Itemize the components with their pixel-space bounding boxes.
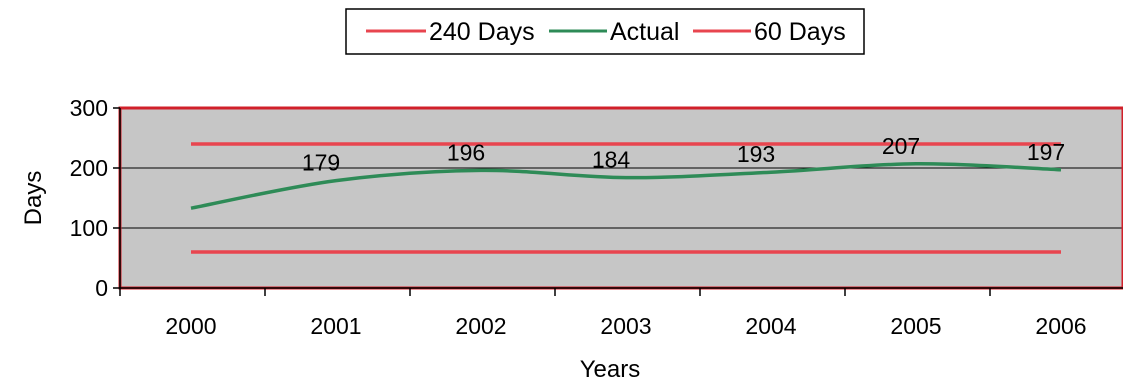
y-tick-label-0: 0: [95, 275, 108, 301]
x-tick-label-2003: 2003: [600, 313, 651, 339]
x-tick-label-2000: 2000: [165, 313, 216, 339]
x-tick-label-2001: 2001: [310, 313, 361, 339]
x-axis-title: Years: [580, 356, 641, 383]
legend-label-60-days: 60 Days: [754, 18, 846, 46]
series-line-actual: [190, 162, 1062, 210]
gridlines: [120, 167, 1123, 229]
y-tick-label-200: 200: [70, 155, 108, 181]
data-label-2003: 184: [592, 147, 631, 173]
data-label-2002: 196: [447, 139, 485, 165]
legend-label-actual: Actual: [610, 18, 679, 46]
data-label-2004: 193: [737, 141, 775, 167]
x-axis: 2000 2001 2002 2003 2004 2005 2006: [119, 287, 1123, 339]
y-axis-title: Days: [20, 171, 47, 226]
data-label-2005: 207: [882, 133, 920, 159]
legend-label-240-days: 240 Days: [429, 18, 535, 46]
data-labels: 179 196 184 193 207 197: [302, 133, 1065, 176]
data-label-2006: 197: [1027, 139, 1065, 165]
data-label-2001: 179: [302, 150, 340, 176]
x-tick-label-2006: 2006: [1035, 313, 1086, 339]
x-tick-label-2005: 2005: [890, 313, 941, 339]
y-tick-label-100: 100: [70, 215, 108, 241]
y-tick-label-300: 300: [70, 95, 108, 121]
x-tick-label-2004: 2004: [745, 313, 796, 339]
legend: 240 Days Actual 60 Days: [345, 8, 865, 55]
y-axis: 0 100 200 300: [70, 95, 121, 301]
x-tick-label-2002: 2002: [455, 313, 506, 339]
series-layer: [190, 142, 1062, 254]
plot-area: [120, 108, 1123, 288]
